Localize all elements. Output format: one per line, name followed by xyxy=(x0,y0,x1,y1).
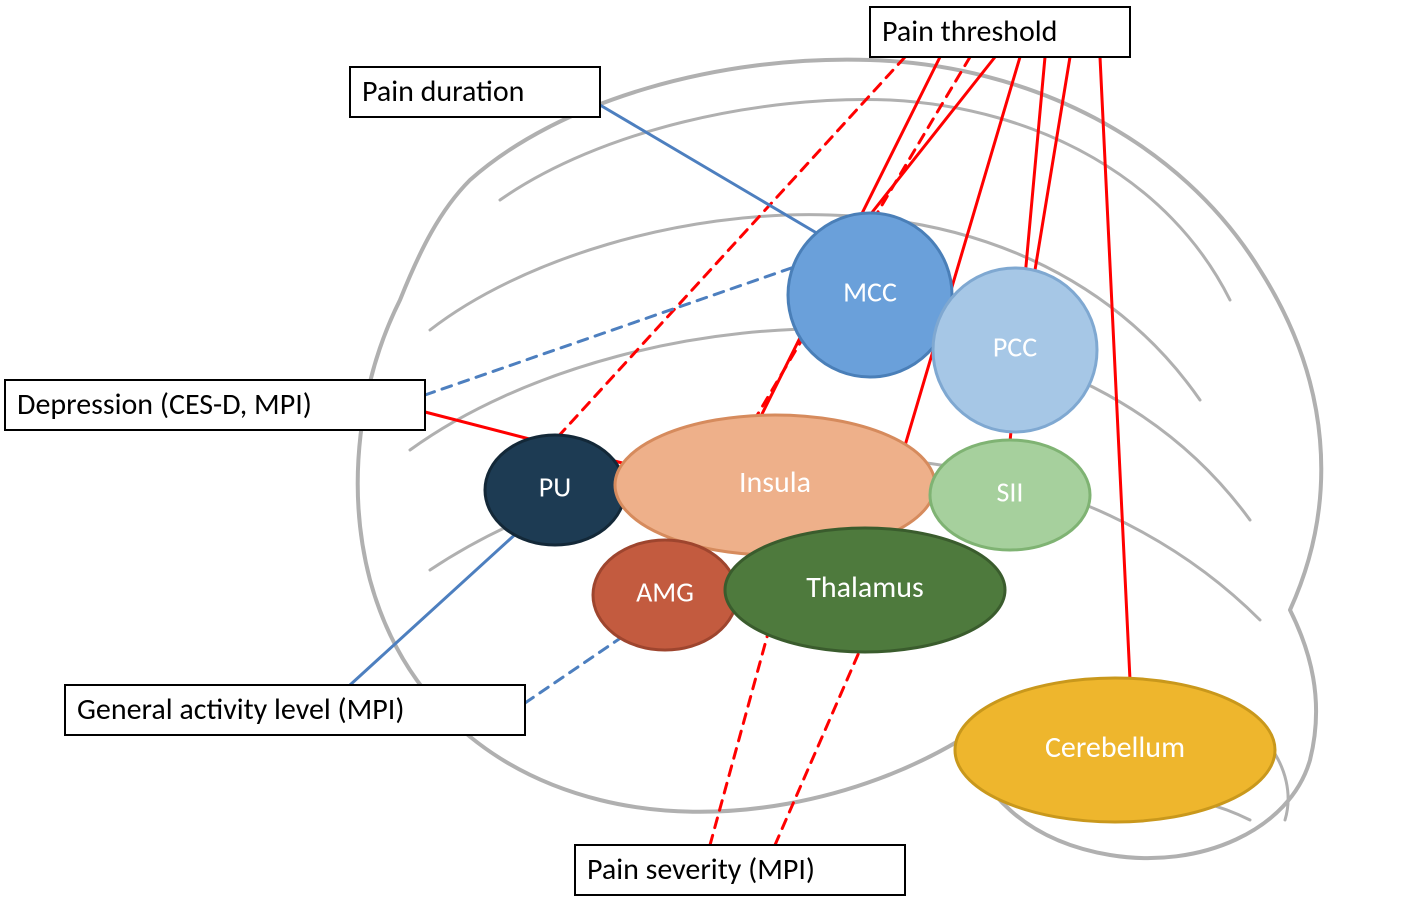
node-label-mcc: MCC xyxy=(843,275,897,310)
label-box-pain_severity: Pain severity (MPI) xyxy=(575,845,905,895)
edge-pain_threshold-pcc xyxy=(1035,57,1070,270)
label-box-pain_threshold: Pain threshold xyxy=(870,7,1130,57)
node-label-pu: PU xyxy=(539,470,571,505)
label-box-activity: General activity level (MPI) xyxy=(65,685,525,735)
nodes-group: MCC PCC PU Insula SII AMG Thalamus Cerebellum xyxy=(485,213,1275,822)
node-label-cerebellum: Cerebellum xyxy=(1045,729,1185,766)
node-label-thalamus: Thalamus xyxy=(806,569,923,606)
node-label-sii: SII xyxy=(997,475,1024,510)
node-label-insula: Insula xyxy=(739,464,811,501)
diagram-canvas: MCC PCC PU Insula SII AMG Thalamus Cerebellum P… xyxy=(0,0,1416,917)
node-sii: SII xyxy=(930,440,1090,550)
edge-pain_duration-mcc xyxy=(600,105,820,235)
node-label-amg: AMG xyxy=(636,575,694,610)
node-cerebellum: Cerebellum xyxy=(955,678,1275,822)
label-text-depression: Depression (CES-D, MPI) xyxy=(17,386,312,423)
edge-activity-pu xyxy=(350,530,520,685)
label-box-depression: Depression (CES-D, MPI) xyxy=(5,380,425,430)
node-pcc: PCC xyxy=(933,268,1097,432)
node-thalamus: Thalamus xyxy=(725,528,1005,652)
node-pu: PU xyxy=(485,435,625,545)
label-box-pain_duration: Pain duration xyxy=(350,67,600,117)
edge-activity-amg xyxy=(525,635,625,703)
node-amg: AMG xyxy=(593,540,737,650)
label-text-pain_threshold: Pain threshold xyxy=(882,13,1057,50)
edge-pain_severity-thalamus xyxy=(775,650,860,845)
edge-pain_threshold-cerebellum xyxy=(1100,57,1130,680)
label-text-pain_severity: Pain severity (MPI) xyxy=(587,851,815,888)
node-mcc: MCC xyxy=(788,213,952,377)
label-text-activity: General activity level (MPI) xyxy=(77,691,404,728)
label-text-pain_duration: Pain duration xyxy=(362,73,524,110)
node-label-pcc: PCC xyxy=(993,330,1037,365)
edge-pain_threshold-mcc xyxy=(870,57,995,215)
